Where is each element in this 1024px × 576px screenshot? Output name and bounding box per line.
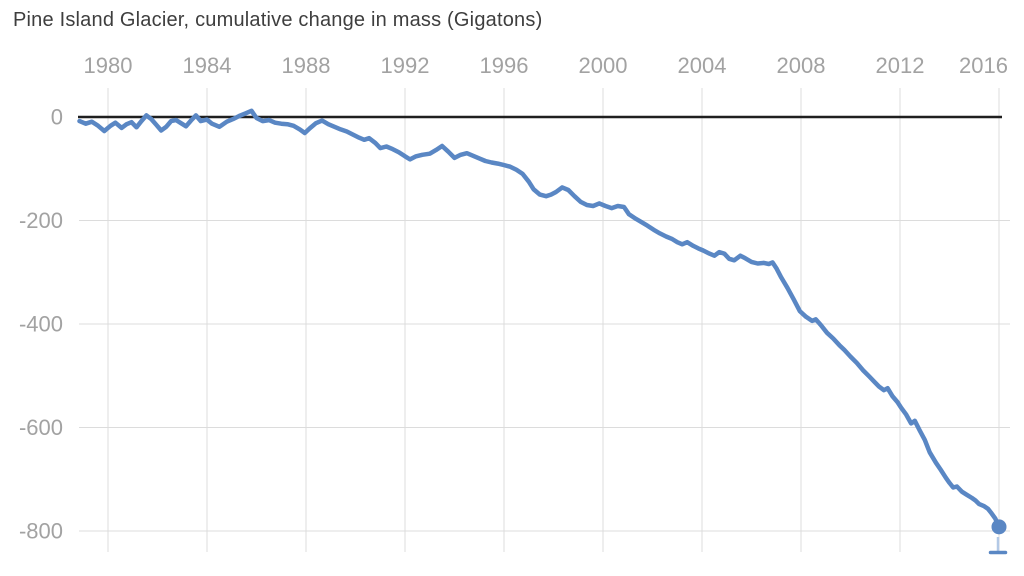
- mass-change-line: [77, 108, 1002, 530]
- x-tick-label: 2016: [959, 53, 1008, 78]
- x-tick-label: 1984: [183, 53, 232, 78]
- x-tick-label: 2000: [579, 53, 628, 78]
- y-tick-label: -800: [19, 519, 63, 544]
- y-tick-label: -400: [19, 312, 63, 337]
- x-tick-label: 1996: [480, 53, 529, 78]
- x-tick-label: 1992: [381, 53, 430, 78]
- y-tick-label: -600: [19, 415, 63, 440]
- x-tick-label: 1980: [84, 53, 133, 78]
- x-tick-label: 2008: [777, 53, 826, 78]
- chart-title: Pine Island Glacier, cumulative change i…: [13, 9, 543, 31]
- end-point-marker: [991, 519, 1007, 535]
- x-tick-label: 2004: [678, 53, 727, 78]
- x-tick-label: 2012: [876, 53, 925, 78]
- y-tick-label: 0: [51, 105, 63, 130]
- x-tick-label: 1988: [282, 53, 331, 78]
- y-tick-label: -200: [19, 208, 63, 233]
